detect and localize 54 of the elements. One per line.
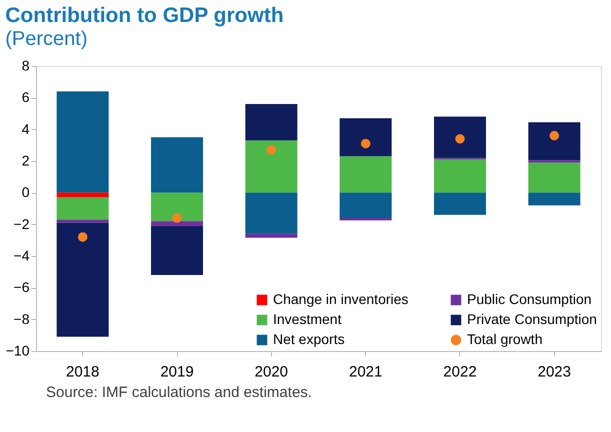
legend-label: Private Consumption (467, 311, 597, 327)
y-tick-label: −2 (14, 216, 30, 232)
point (78, 232, 88, 242)
bar (434, 192, 486, 215)
legend-label: Public Consumption (467, 291, 592, 307)
x-tick-label: 2023 (538, 364, 571, 380)
chart-title: Contribution to GDP growth (5, 4, 284, 27)
y-tick-label: 2 (22, 152, 30, 168)
x-tick-label: 2020 (254, 364, 288, 380)
bar (434, 159, 486, 193)
source-note: Source: IMF calculations and estimates. (46, 384, 312, 401)
bar (245, 234, 298, 238)
point (172, 213, 182, 223)
bar (528, 192, 580, 206)
x-tick-label: 2021 (348, 364, 382, 380)
y-tick-label: 4 (22, 120, 30, 137)
point (266, 145, 276, 155)
legend-label: Total growth (467, 331, 542, 347)
bar (151, 137, 204, 193)
bar (245, 140, 298, 193)
bar (56, 197, 109, 220)
bar (151, 226, 204, 275)
bar (151, 192, 204, 222)
x-tick-label: 2018 (66, 364, 100, 380)
bar (528, 162, 580, 193)
x-tick-label: 2019 (160, 364, 194, 380)
y-tick-label: −6 (14, 279, 30, 296)
bar (528, 122, 580, 160)
y-tick-label: −8 (14, 310, 30, 327)
y-tick-label: 8 (22, 58, 30, 74)
bar (245, 192, 298, 234)
chart-subtitle: (Percent) (5, 28, 88, 50)
bar (56, 222, 109, 337)
bar (434, 116, 486, 158)
legend-label: Investment (273, 311, 342, 327)
y-tick-label: 6 (22, 89, 30, 106)
point (455, 134, 465, 144)
bar (56, 192, 109, 198)
point (550, 130, 560, 140)
y-tick-label: −10 (6, 342, 30, 358)
bar (151, 221, 204, 226)
bar (56, 91, 109, 193)
y-tick-label: 0 (22, 184, 30, 200)
legend-label: Net exports (273, 331, 345, 347)
point (360, 138, 370, 148)
bar (528, 160, 580, 163)
bar (340, 118, 392, 156)
bar (56, 220, 109, 223)
bar (340, 156, 392, 193)
x-tick-label: 2022 (443, 364, 477, 380)
y-tick-label: −4 (14, 248, 30, 264)
bar (245, 104, 298, 140)
legend-label: Change in inventories (273, 291, 408, 307)
bar (340, 192, 392, 218)
